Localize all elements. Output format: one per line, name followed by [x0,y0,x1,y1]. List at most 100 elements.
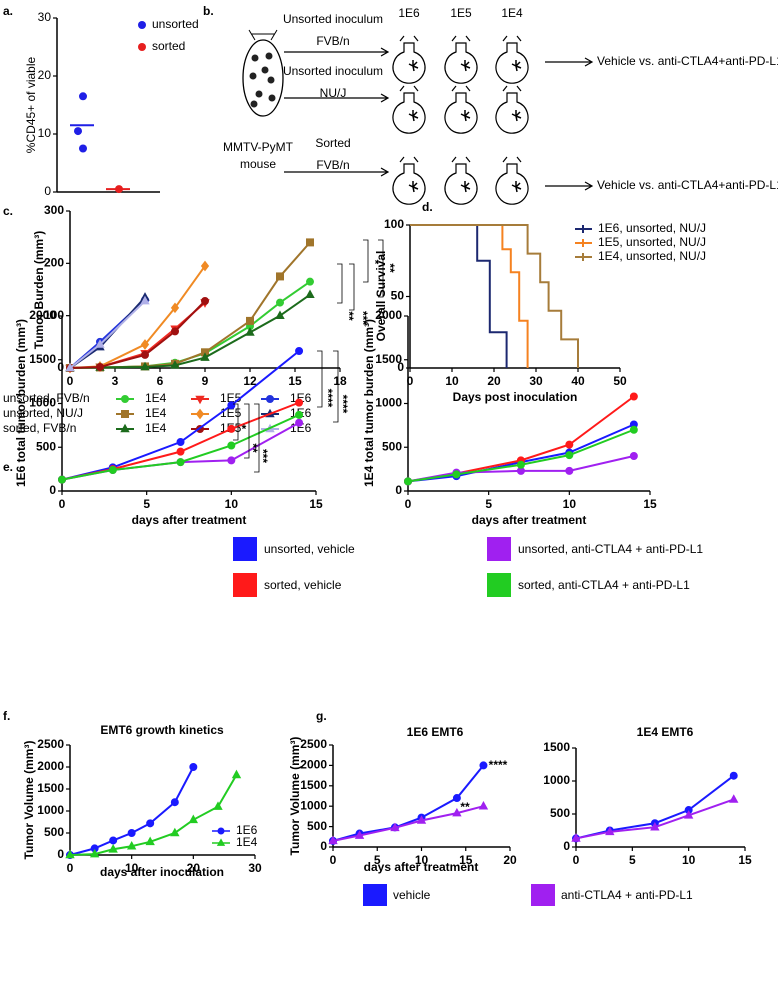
flask [392,85,426,134]
series-line [69,241,311,369]
x-tick-label: 0 [405,497,412,511]
y-tick-label: 1500 [29,352,56,366]
x-axis-label: Days post inoculation [453,390,578,404]
y-axis-label: Tumor Volume (mm³) [288,737,302,856]
legend-line [575,253,592,261]
column-label: 1E4 [501,6,523,20]
marker [141,350,149,359]
outcome-label: Vehicle vs. anti-CTLA4+anti-PD-L1 [597,54,778,68]
x-tick-label: 5 [629,853,636,867]
marker [170,827,180,837]
y-tick-label: 0 [320,839,327,853]
tumor [511,110,522,122]
flask [392,35,426,84]
marker [354,830,365,839]
tumor-spot [255,90,263,98]
dot [79,144,87,153]
marker [565,466,574,475]
panel-label: a. [3,4,13,18]
tumor-spot [250,100,258,108]
marker [246,316,254,325]
mouse-label: MMTV-PyMT [223,140,294,154]
marker [266,395,274,403]
marker [227,424,236,433]
arrow [284,47,390,57]
marker [276,272,284,281]
legend-label: unsorted, anti-CTLA4 + anti-PD-L1 [518,542,703,556]
tumor [460,110,471,122]
marker [145,836,155,846]
legend-swatch [531,884,555,906]
x-tick-label: 10 [682,853,696,867]
marker [213,801,223,810]
column-label: 1E6 [398,6,420,20]
annotation: ** [342,311,356,321]
marker [416,815,427,824]
y-tick-label: 1500 [375,352,402,366]
marker [231,769,242,779]
chart-title: 1E6 EMT6 [407,725,464,739]
legend-marker [138,21,146,29]
marker [305,289,315,299]
panel-label: g. [316,709,327,723]
marker [452,807,462,817]
marker [729,771,738,780]
mouse-label: mouse [240,157,276,171]
y-tick-label: 2500 [300,737,327,751]
legend-swatch [487,573,511,597]
tumor-spot [249,72,257,80]
annotation: * [242,422,247,436]
chart-title: 1E4 EMT6 [637,725,694,739]
y-tick-label: 10 [38,126,52,140]
legend-label: 1E4 [145,406,167,420]
legend-label: unsorted [152,17,199,31]
outcome-label: Vehicle vs. anti-CTLA4+anti-PD-L1 [597,178,778,192]
x-tick-label: 10 [225,497,239,511]
y-axis-label: Tumor Volume (mm³) [22,741,36,860]
legend-label: 1E6 [236,823,258,837]
series-line [69,301,206,369]
tumor [511,181,522,193]
marker [629,392,638,401]
series-line [61,413,300,481]
y-tick-label: 0 [44,184,51,198]
marker [245,327,255,336]
marker [195,408,205,420]
marker [516,460,525,469]
marker [201,297,209,306]
x-tick-label: 0 [407,374,414,388]
marker [629,425,638,434]
marker [306,238,314,247]
marker [200,352,210,361]
legend-line [575,239,592,247]
marker [121,410,129,418]
marker [121,395,129,403]
marker [65,362,75,372]
mouse-body [242,39,284,117]
y-tick-label: 0 [397,360,404,374]
annotation: **** [336,395,350,414]
panel-label: e. [3,460,13,474]
legend-label: 1E4 [145,391,167,405]
flask [495,35,529,84]
legend-label: 1E4, unsorted, NU/J [598,249,706,263]
x-tick-label: 5 [485,497,492,511]
legend-swatch [233,537,257,561]
y-axis-label: 1E4 total tumor burden (mm³) [362,319,376,487]
annotation: ** [246,443,260,453]
y-tick-label: 100 [384,217,404,231]
legend-row-label: unsorted, FVB/n [3,391,90,405]
x-tick-label: 15 [309,497,323,511]
bracket [333,350,339,423]
y-tick-label: 100 [44,308,64,322]
x-tick-label: 15 [643,497,657,511]
marker [170,360,180,369]
marker [140,339,150,350]
annotation: **** [321,389,335,408]
legend-row-label: unsorted, NU/J [3,406,83,420]
x-axis-label: days after treatment [364,860,479,874]
marker [58,475,66,484]
arrow [284,93,390,103]
annotation: * [368,260,382,265]
